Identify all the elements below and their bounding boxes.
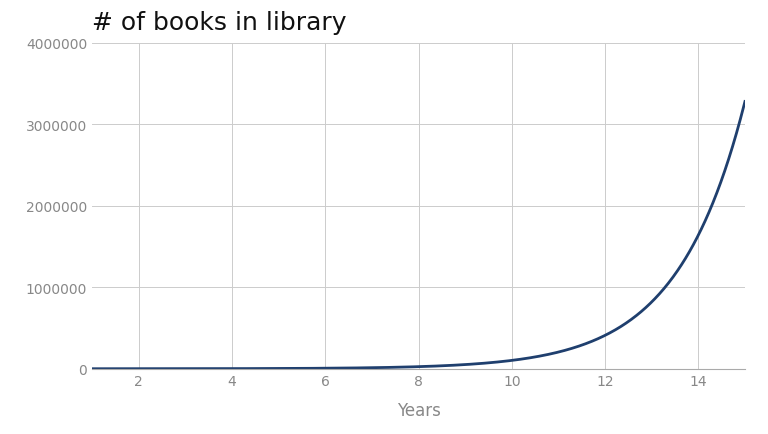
- Text: # of books in library: # of books in library: [92, 10, 346, 35]
- X-axis label: Years: Years: [396, 401, 441, 420]
